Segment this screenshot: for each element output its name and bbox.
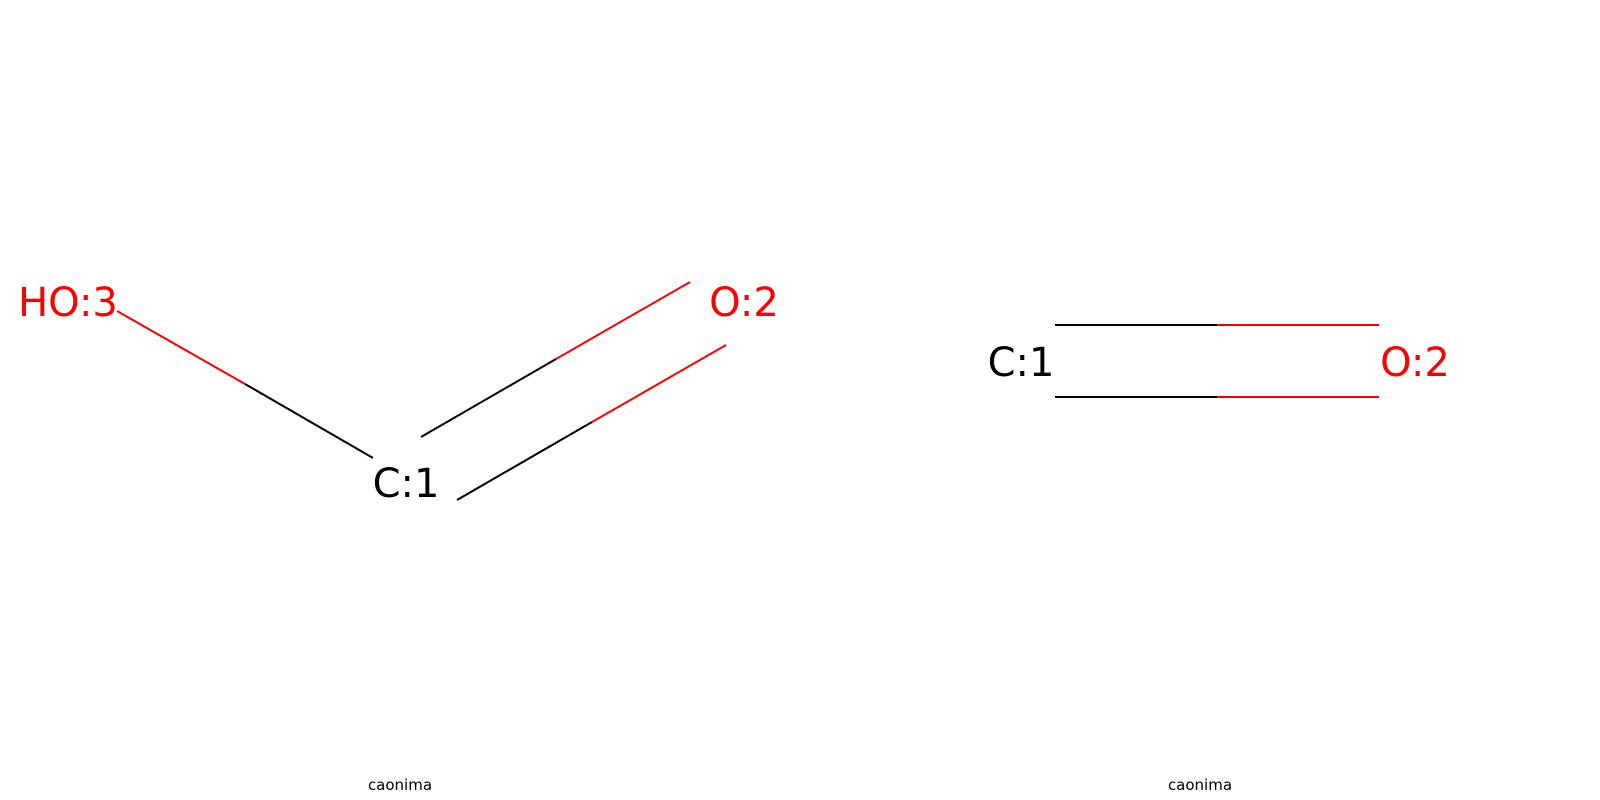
molecule-legend-1: caonima [367,776,433,794]
bond-c1-o2-upper-carbon-half [420,358,557,438]
molecule-legend-2: caonima [1167,776,1233,794]
bond-c1-o2-lower-oxygen-half [591,344,727,423]
molecule-panel-2: C:1 O:2 caonima [800,0,1600,800]
atom-label-c1: C:1 [988,340,1055,386]
bond-c1-o3-oxygen-half [116,310,246,385]
bond-c1-o2-upper-oxygen-half [555,281,691,360]
bond-c1-o2-lower-carbon-half [456,421,593,501]
atom-label-o2: O:2 [709,280,779,326]
molecule-drawing-2: C:1 O:2 [988,324,1450,398]
bond-c1-o3-carbon-half [244,383,374,459]
atom-label-c1: C:1 [373,461,440,507]
atom-label-o3: HO:3 [18,280,118,326]
atom-label-o2: O:2 [1380,340,1450,386]
molecule-drawing-1: HO:3 C:1 O:2 [18,280,779,507]
molecule-panel-1: HO:3 C:1 O:2 caonima [18,280,779,794]
